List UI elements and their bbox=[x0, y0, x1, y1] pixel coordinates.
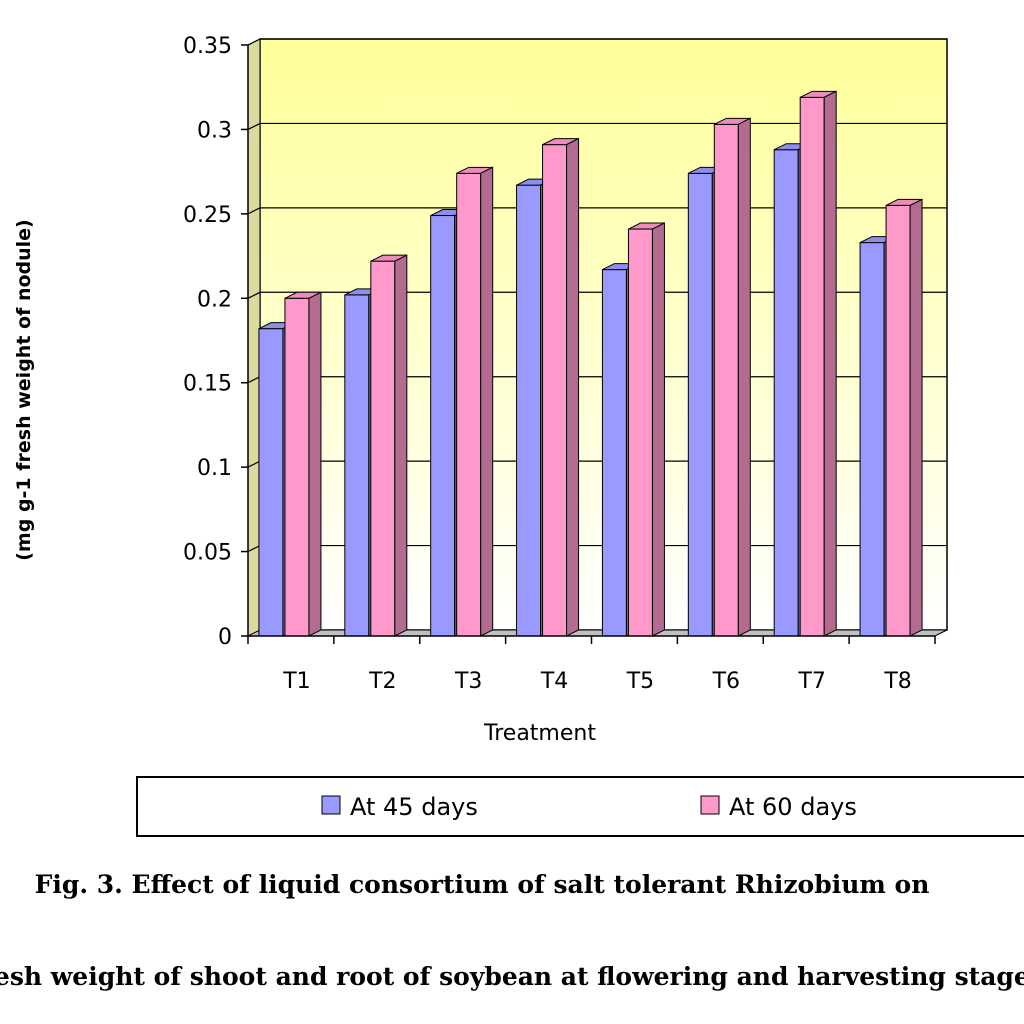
bar-side bbox=[566, 137, 580, 637]
bar-t5-series-2 bbox=[627, 222, 665, 637]
y-tick-label: 0.2 bbox=[197, 287, 232, 312]
x-tick-label: T4 bbox=[540, 669, 568, 694]
legend: At 45 days At 60 days bbox=[136, 776, 1024, 837]
bar-side bbox=[308, 291, 322, 637]
y-tick-label: 0.1 bbox=[197, 456, 232, 481]
y-tick-label: 0.3 bbox=[197, 118, 232, 143]
figure-caption-line-1: Fig. 3. Effect of liquid consortium of s… bbox=[34, 870, 930, 899]
legend-swatch-45 bbox=[321, 795, 341, 815]
y-tick-label: 0.35 bbox=[183, 34, 232, 59]
bar-front bbox=[284, 297, 310, 637]
legend-box bbox=[136, 776, 1024, 837]
x-tick-label: T1 bbox=[282, 669, 310, 694]
bar-front bbox=[516, 184, 542, 637]
legend-label-45: At 45 days bbox=[350, 793, 478, 821]
bar-side bbox=[909, 198, 923, 637]
axes bbox=[241, 44, 936, 644]
x-tick-label: T2 bbox=[368, 669, 396, 694]
bar-t8-series-2 bbox=[885, 198, 923, 637]
bar-t2-series-2 bbox=[370, 254, 408, 637]
bar-front bbox=[430, 215, 456, 637]
bar-t7-series-2 bbox=[799, 90, 837, 637]
x-tick-label: T5 bbox=[626, 669, 654, 694]
y-tick-label: 0 bbox=[218, 625, 232, 650]
bar-side bbox=[651, 222, 665, 637]
bar-t4-series-2 bbox=[542, 137, 580, 637]
x-axis-label: Treatment bbox=[483, 721, 596, 746]
y-tick-label: 0.25 bbox=[183, 203, 232, 228]
bar-front bbox=[258, 328, 284, 637]
x-tick-label: T8 bbox=[883, 669, 911, 694]
bar-front bbox=[885, 204, 911, 637]
x-tick-labels: T1 T2 T3 T4 T5 T6 T7 T8 bbox=[282, 669, 912, 694]
y-tick-label: 0.05 bbox=[183, 541, 232, 566]
bar-t1-series-2 bbox=[284, 291, 322, 637]
bar-front bbox=[713, 123, 739, 637]
figure-caption-line-2: fresh weight of shoot and root of soybea… bbox=[0, 962, 1024, 991]
bar-side bbox=[394, 254, 408, 637]
y-tick-labels: 0 0.05 0.1 0.15 0.2 0.25 0.3 0.35 bbox=[183, 34, 232, 650]
x-tick-label: T6 bbox=[712, 669, 740, 694]
gridline bbox=[247, 38, 947, 46]
bar-front bbox=[456, 172, 482, 637]
bar-front bbox=[859, 242, 885, 637]
x-tick-label: T7 bbox=[797, 669, 825, 694]
bar-front bbox=[627, 228, 653, 637]
bar-side bbox=[480, 166, 494, 637]
bar-front bbox=[773, 149, 799, 637]
bar-front bbox=[601, 269, 627, 637]
bar-side bbox=[737, 117, 751, 637]
legend-label-60: At 60 days bbox=[729, 793, 857, 821]
bar-front bbox=[370, 260, 396, 637]
bar-t6-series-2 bbox=[713, 117, 751, 637]
bars bbox=[258, 90, 923, 637]
bar-front bbox=[542, 144, 568, 637]
legend-swatch-60 bbox=[700, 795, 720, 815]
bar-front bbox=[799, 96, 825, 637]
bar-front bbox=[687, 172, 713, 637]
bar-t3-series-2 bbox=[456, 166, 494, 637]
x-tick-label: T3 bbox=[454, 669, 482, 694]
bar-chart: 00.050.10.150.20.250.30.35 T1 T2 T3 T4 T5 T6 T… bbox=[13, 34, 1024, 837]
bar-side bbox=[823, 90, 837, 637]
bar-front bbox=[344, 294, 370, 637]
y-axis-label: (mg g-1 fresh weight of nodule) bbox=[13, 219, 35, 561]
y-tick-label: 0.15 bbox=[183, 372, 232, 397]
